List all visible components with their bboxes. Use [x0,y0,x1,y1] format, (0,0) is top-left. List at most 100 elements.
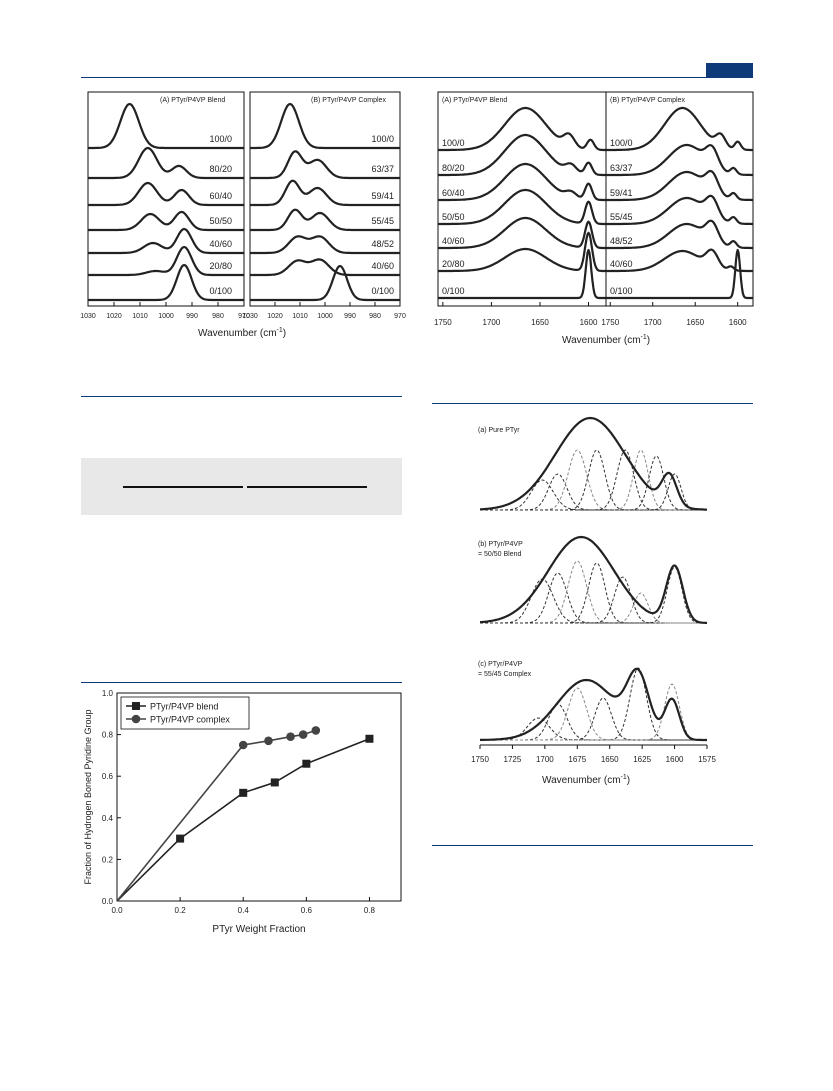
carbonyl-x-tick-label: 1600 [580,318,598,327]
ring-spectrum-label: 59/41 [371,191,394,201]
section-rule-right-1 [432,403,753,404]
carbonyl-spectrum-3 [605,194,754,226]
carbonyl-spectrum-label: 40/60 [610,259,633,269]
ring-panel-a-frame [87,91,245,307]
fit-component-peak [480,717,707,741]
chart-point-circle [286,732,295,741]
section-rule-right-2 [432,845,753,846]
ring-x-tick-label: 1020 [106,313,122,320]
ring-spectrum-5 [88,245,244,277]
fit-x-tick-label: 1725 [504,755,522,764]
ring-x-tick-label: 1000 [158,313,174,320]
carbonyl-panel-a-frame [437,91,607,307]
carbonyl-spectrum-1 [605,143,754,177]
fit-x-tick-label: 1625 [633,755,651,764]
carbonyl-spectrum-label: 55/45 [610,212,633,222]
ring-spectrum-3 [250,208,400,232]
ring-x-tick-label: 1020 [267,313,283,320]
chart-y-tick-label: 0.6 [102,772,114,781]
fit-envelope-1 [479,535,707,624]
ring-x-tick-label: 970 [394,313,406,320]
carbonyl-spectrum-label: 0/100 [610,286,633,296]
carbonyl-spectrum-4 [437,216,607,250]
ring-spectrum-label: 80/20 [209,164,232,174]
fit-component-peak [480,562,707,624]
fit-component-peak [480,449,707,511]
ring-x-tick-label: 990 [344,313,356,320]
section-rule-left-2 [81,682,402,683]
chart-point-circle [264,736,273,746]
carbonyl-spectrum-3 [437,188,607,226]
carbonyl-spectrum-label: 100/0 [610,138,633,148]
carbonyl-spectrum-label: 50/50 [442,212,465,222]
table-placeholder [81,458,402,515]
carbonyl-panel-b-title: (B) PTyr/P4VP Complex [610,97,685,104]
carbonyl-spectrum-6 [437,248,607,300]
carbonyl-x-tick-label: 1600 [729,318,747,327]
chart-x-tick-label: 0.2 [175,906,187,915]
carbonyl-spectrum-label: 60/40 [442,188,465,198]
fit-x-tick-label: 1750 [471,755,489,764]
fit-x-label: Wavenumber (cm-1) [542,774,630,786]
fit-component-peak [480,572,707,624]
ring-spectrum-4 [250,235,400,255]
carbonyl-spectrum-4 [605,219,754,250]
header-rule [81,77,753,78]
ring-spectrum-4 [88,227,244,255]
ring-spectrum-label: 63/37 [371,164,394,174]
section-rule-left-1 [81,396,402,397]
fit-component-peak [480,473,707,511]
chart-point-circle [238,740,248,750]
fit-x-tick-label: 1675 [568,755,586,764]
chart-legend-marker [132,702,140,710]
ring-spectrum-label: 100/0 [209,134,232,144]
carbonyl-panel-a: (A) PTyr/P4VP Blend 100/0 80/20 60/40 50/50… [434,91,607,327]
ring-x-tick-label: 970 [238,313,250,320]
fit-component-peak [480,479,707,511]
ring-x-tick-label: 1000 [317,313,333,320]
ring-x-tick-label: 1030 [242,313,258,320]
carbonyl-x-tick-label: 1650 [531,318,549,327]
ring-spectrum-label: 55/45 [371,216,394,226]
ring-spectrum-1 [88,146,244,180]
carbonyl-x-tick-label: 1750 [601,318,619,327]
fit-envelope-0 [479,416,708,511]
fit-component-peak [480,687,707,741]
chart-series-line-1 [116,729,317,902]
chart-series-line-0 [116,738,370,902]
ring-x-tick-label: 1030 [80,313,96,320]
fit-component-peak [480,703,707,741]
ring-panel-b-title: (B) PTyr/P4VP Complex [311,97,386,104]
ring-x-tick-label: 1010 [292,313,308,320]
chart-y-tick-label: 0.0 [102,897,114,906]
fit-component-peak [480,449,707,511]
ring-x-tick-label: 980 [369,313,381,320]
fit-component-peak [480,455,707,511]
fit-panel-b-title-line1: (b) PTyr/P4VP [478,541,523,548]
ring-spectrum-label: 0/100 [209,286,232,296]
carbonyl-spectrum-label: 80/20 [442,163,465,173]
header-accent-block [706,63,753,77]
carbonyl-x-label: Wavenumber (cm-1) [562,334,650,346]
carbonyl-spectrum-0 [437,106,607,152]
chart-legend-marker [131,714,141,724]
fit-x-tick-label: 1700 [536,755,554,764]
fit-component-peak [480,449,707,511]
ring-spectrum-label: 40/60 [209,239,232,249]
carbonyl-spectrum-label: 48/52 [610,236,633,246]
carbonyl-spectrum-label: 100/0 [442,138,465,148]
ring-spectrum-1 [250,150,400,180]
chart-plot-frame [116,692,402,902]
fit-panel-c-title-line1: (c) PTyr/P4VP [478,661,523,668]
carbonyl-spectrum-5 [605,248,754,273]
curve-fit-panels: (a) Pure PTyr (b) PTyr/P4VP = 50/50 Blen… [471,416,716,764]
ring-spectrum-label: 50/50 [209,216,232,226]
chart-legend: PTyr/P4VP blend PTyr/P4VP complex [120,696,250,730]
fit-component-peak [480,560,707,624]
fit-envelope-2 [480,667,707,742]
carbonyl-spectrum-label: 0/100 [442,286,465,296]
fit-component-peak [480,576,707,624]
ring-spectrum-0 [250,102,400,150]
fit-x-tick-label: 1600 [666,755,684,764]
